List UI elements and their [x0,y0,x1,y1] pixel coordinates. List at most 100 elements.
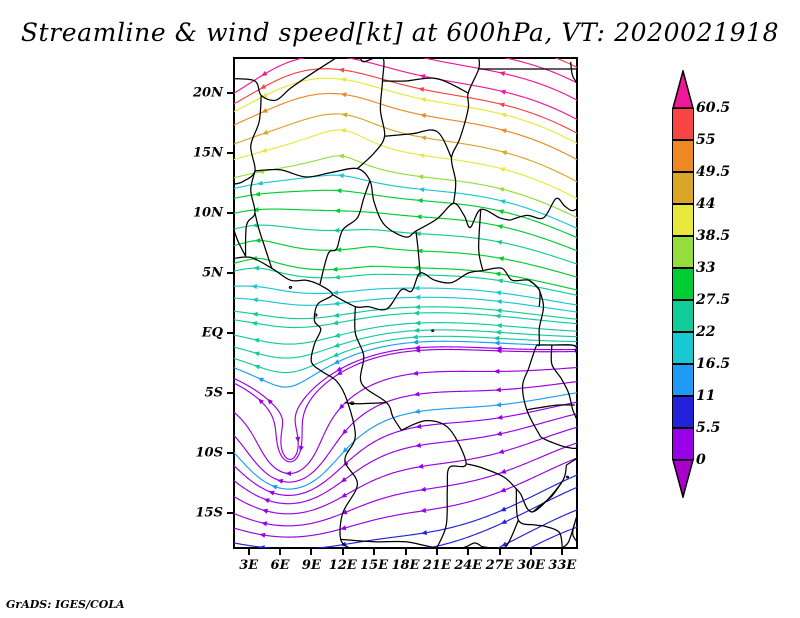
y-axis-label: 5N [202,265,223,281]
streamline-arrow [338,173,344,178]
streamline-arrow [496,431,502,436]
streamline-arrow [252,298,258,303]
streamline-arrow [334,208,340,213]
streamline-arrow [415,295,421,300]
country-border [383,78,469,93]
streamline-arrow [338,154,344,159]
streamline [233,336,578,372]
x-axis-tick [467,549,470,555]
streamline-arrow [496,346,502,351]
streamline-arrow [254,192,260,197]
streamline-arrow [253,338,259,343]
streamline-arrow [254,352,260,357]
streamline-arrow [343,447,349,453]
streamline-arrow [415,231,421,236]
y-axis-tick [227,152,233,154]
colorbar-tick-label: 16.5 [696,356,731,372]
streamline-arrow [414,409,420,414]
y-axis-label: EQ [201,325,223,341]
streamline-arrow [500,488,506,493]
country-border [479,209,483,270]
streamline-arrow [500,90,506,95]
streamline-arrow [421,530,427,535]
streamline-arrow [335,247,341,252]
streamline-arrow [341,92,347,97]
streamline-arrow [334,359,340,364]
country-border [451,57,479,203]
streamline-arrow [277,479,283,484]
streamline-arrow [494,369,500,374]
streamline-arrow [253,266,259,271]
streamline-arrow [419,153,425,158]
x-axis-label: 30E [516,558,545,573]
streamline-arrow [262,509,268,514]
streamline [233,175,578,230]
colorbar-tick-label: 49.5 [696,164,731,180]
country-border [246,171,255,256]
streamline-arrow [412,335,418,340]
streamline-arrow [419,187,425,192]
plot-frame [233,57,578,549]
streamline-arrow [499,167,505,172]
streamline-arrow [415,443,421,448]
streamline-arrow [414,286,420,291]
y-axis-tick [227,452,233,454]
x-axis-tick [404,549,407,555]
country-border [523,290,578,449]
colorbar-tick-label: 0 [696,452,706,468]
streamline-arrow [496,299,502,304]
credit-label: GrADS: IGES/COLA [6,598,125,611]
streamline [233,190,578,239]
streamline-arrow [251,321,257,326]
x-axis-label: 18E [391,558,420,573]
island-outline [567,476,569,478]
streamline-arrow [418,87,424,92]
streamline-arrow [493,336,499,341]
colorbar-tick-label: 38.5 [696,228,731,244]
streamline-arrow [499,103,505,108]
streamline-arrow [414,305,420,310]
streamline-arrow [254,365,260,370]
country-border [539,345,578,349]
streamline-arrow [501,113,507,118]
colorbar-band [672,268,694,300]
country-border [567,458,579,465]
streamline-arrow [264,498,270,503]
streamline-arrow [332,320,338,325]
streamline [233,225,578,265]
y-axis-label: 10S [195,445,223,461]
colorbar-band [672,172,694,204]
country-border [510,198,578,220]
streamline [233,474,578,549]
streamline [233,78,578,146]
streamline [233,401,578,495]
streamline-arrow [295,437,300,443]
country-border [320,181,370,285]
colorbar-above-max-arrow [672,68,694,109]
y-axis-tick [227,332,233,334]
country-border [355,307,402,431]
streamline-arrow [417,249,423,254]
country-border [341,539,482,548]
country-border [233,257,357,549]
streamline-arrow [261,148,267,153]
country-border [401,421,466,548]
streamline-arrow [412,340,418,345]
streamline-arrow [501,150,507,155]
island-outline [289,286,291,288]
x-axis-label: 21E [422,558,451,573]
streamline [520,526,578,549]
streamline-arrow [499,199,505,204]
streamline-arrow [498,256,504,261]
y-axis-tick [227,512,233,514]
island-outline [314,314,317,316]
x-axis-label: 27E [485,558,514,573]
streamline-arrow [495,402,501,407]
streamline-arrow [299,446,304,452]
country-borders-layer [233,57,578,549]
colorbar-tick-label: 60.5 [696,100,731,116]
streamline-arrow [496,323,502,328]
country-border [255,168,510,237]
country-border [233,57,338,100]
streamline-arrow [268,491,274,496]
